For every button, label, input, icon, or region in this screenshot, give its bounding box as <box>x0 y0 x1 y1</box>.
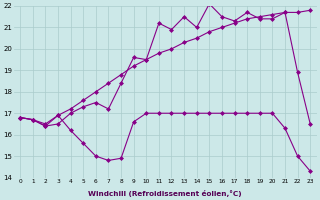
X-axis label: Windchill (Refroidissement éolien,°C): Windchill (Refroidissement éolien,°C) <box>88 190 242 197</box>
